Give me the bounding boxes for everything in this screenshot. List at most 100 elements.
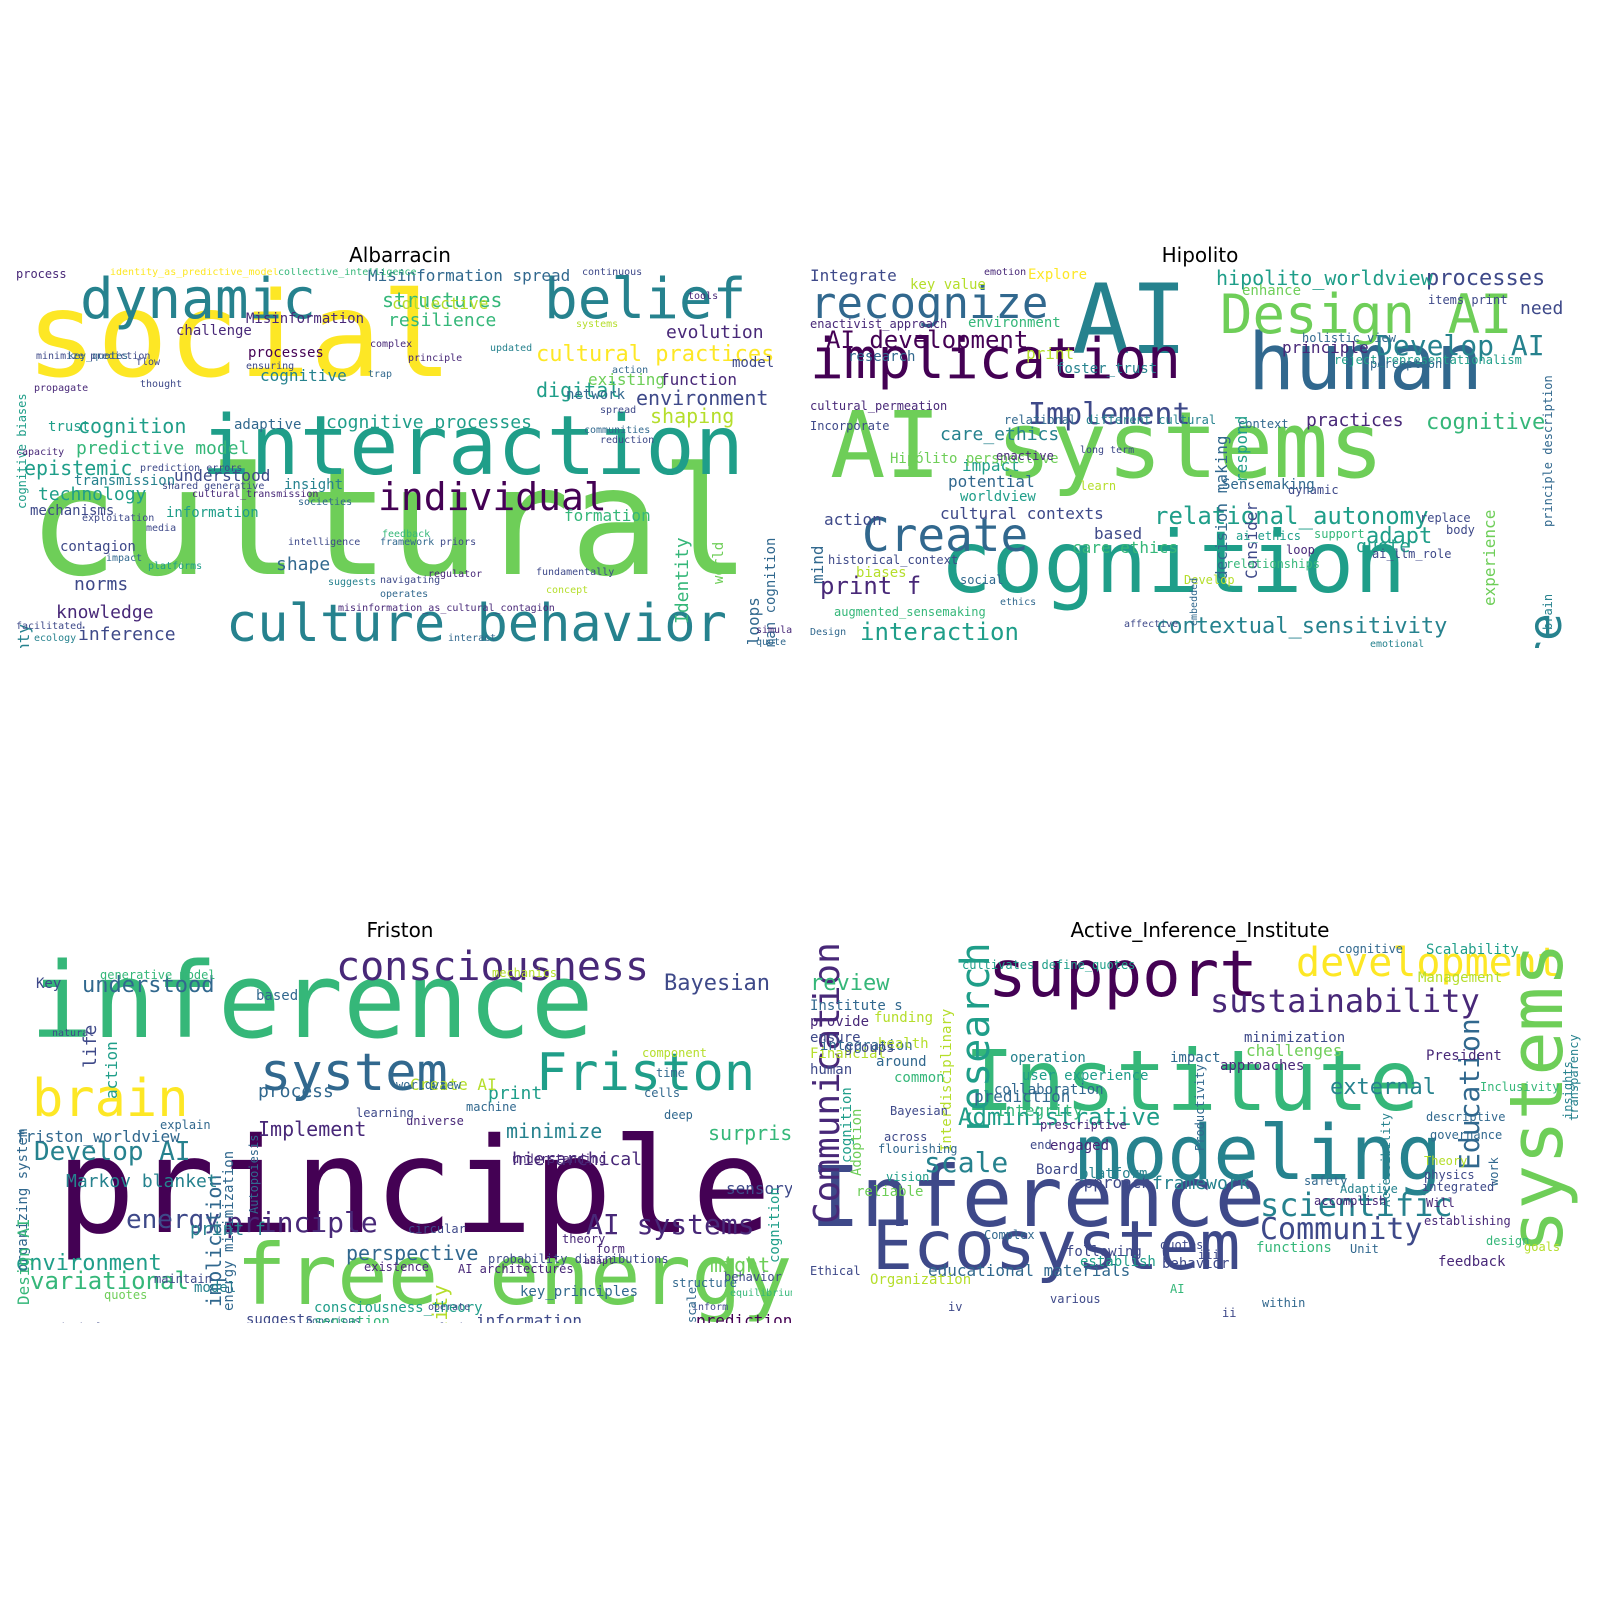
cloud-word: Bayesian — [664, 971, 770, 996]
cloud-word: print f — [820, 572, 922, 600]
cloud-word: existing — [588, 370, 666, 389]
cloud-word: Incorporate — [810, 419, 890, 433]
cloud-word: Organization — [870, 1272, 972, 1288]
cloud-word: navigating — [380, 575, 441, 586]
cloud-word: augmented_sensemaking — [834, 605, 986, 619]
cloud-word: affective — [1124, 619, 1179, 630]
cloud-word: collaboration — [994, 1082, 1104, 1098]
cloud-word: potential — [948, 472, 1035, 491]
cloud-word: trust — [48, 419, 91, 435]
cloud-word: Hipólito perspective — [890, 451, 1059, 467]
cloud-word: quotes — [104, 1288, 148, 1302]
cloud-word: foster_trust — [1056, 361, 1158, 377]
cloud-word: environment — [16, 1251, 162, 1276]
cloud-word: culture behavior — [226, 594, 727, 648]
cloud-word: shaping — [650, 404, 735, 428]
cloud-word: different cultural — [1086, 413, 1217, 427]
cloud-word: Develop AI — [34, 1137, 191, 1167]
cloud-word: functions — [1256, 1240, 1332, 1256]
cloud-word: maintain — [154, 1272, 212, 1286]
cloud-word: ai_llm_role — [1372, 547, 1452, 561]
cloud-word: structure — [672, 1276, 738, 1290]
cloud-word: cultural_transmission — [192, 489, 319, 500]
cloud-word: suggests — [328, 577, 377, 588]
cloud-word: consciousness_theory — [314, 1300, 483, 1316]
cloud-word: challenge — [176, 323, 252, 339]
cloud-word: facilitated — [16, 621, 83, 632]
cloud-word: minimize — [506, 1119, 603, 1143]
cloud-word: dynamic — [80, 268, 317, 332]
cloud-word: form — [596, 1242, 625, 1256]
cloud-word: Adaptive — [1340, 1182, 1398, 1196]
cloud-word: spread — [600, 405, 637, 416]
cloud-word: cognitive — [260, 366, 347, 385]
cloud-word: impact — [106, 553, 143, 564]
cloud-word: adaptive — [234, 417, 302, 433]
cloud-word: suggests — [246, 1312, 314, 1323]
cloud-word: review — [810, 971, 890, 996]
cloud-word: conscious — [306, 1316, 361, 1324]
cloud-word: adapt — [584, 1256, 615, 1267]
cloud-word: contagion — [60, 539, 136, 555]
cloud-word: feedback — [1438, 1254, 1506, 1270]
cloud-word: understanding — [512, 1152, 606, 1166]
cloud-word: cultivates define_quotes — [962, 958, 1136, 972]
cloud-word: challenges — [1246, 1041, 1343, 1060]
cloud-word: information — [166, 505, 259, 521]
cloud-word: AI systems — [830, 392, 1384, 499]
cloud-word: might — [710, 1253, 771, 1277]
cloud-word: body — [1446, 523, 1475, 537]
cloud-word: work — [1487, 1157, 1501, 1186]
cloud-word: context — [1238, 417, 1289, 431]
cloud-word: process — [16, 268, 67, 281]
cloud-word: long term — [1080, 445, 1135, 456]
cloud-word: world — [711, 541, 727, 584]
cloud-word: prediction — [696, 1311, 792, 1324]
cloud-word: mechanisms — [30, 503, 115, 519]
word-cloud: AI systems cognition AI human implication Des… — [810, 268, 1586, 648]
cloud-word: within — [1262, 1296, 1306, 1310]
cloud-word: contextual_sensitivity — [1156, 614, 1448, 639]
cloud-word: quote — [756, 637, 787, 648]
cloud-word: thought — [140, 379, 183, 390]
cloud-word: approaches — [1220, 1058, 1305, 1074]
cloud-word: generative model — [100, 968, 216, 982]
cloud-word: action — [102, 1041, 121, 1099]
cloud-word: predictive model — [76, 438, 250, 459]
cloud-word: interaction — [860, 618, 1019, 646]
cloud-word: feedback — [382, 529, 431, 540]
cloud-word: prediction errors — [140, 463, 243, 474]
cloud-word: inference — [78, 624, 176, 645]
cloud-word: updated — [490, 343, 533, 354]
cloud-word: governance — [1430, 1128, 1503, 1142]
cloud-word: network — [566, 387, 626, 403]
cloud-word: energy — [126, 1205, 220, 1235]
cloud-word: tools — [688, 291, 719, 302]
cloud-word: media — [146, 523, 177, 534]
panel-title: Hipolito — [1161, 243, 1239, 267]
cloud-word: learn — [1080, 479, 1117, 493]
cloud-word: user experience — [1022, 1068, 1149, 1084]
cloud-word: need — [1520, 298, 1564, 319]
cloud-word: print — [488, 1083, 543, 1104]
cloud-word: individual — [378, 475, 607, 519]
cloud-word: Implement — [1028, 397, 1191, 432]
cloud-word: design — [1486, 1234, 1530, 1248]
cloud-word: cultural contexts — [940, 504, 1104, 523]
cloud-word: vision — [886, 1170, 930, 1184]
cloud-word: experience — [1480, 509, 1499, 606]
cloud-word: AI — [1170, 1282, 1185, 1296]
cloud-word: sensation — [314, 1314, 390, 1323]
cloud-word: action — [824, 510, 882, 529]
cloud-word: universe — [406, 1114, 464, 1128]
cloud-word: dynamic — [1288, 483, 1339, 497]
cloud-word: complex — [370, 339, 413, 350]
cloud-word: action — [612, 365, 649, 376]
cloud-word: Ecosystem — [872, 1207, 1241, 1286]
cloud-word: sensory — [726, 1179, 792, 1198]
cloud-word: Scalability — [1426, 943, 1519, 958]
panel-active-inference-institute: Active_Inference_Institute Inference Inst… — [800, 800, 1600, 1600]
cloud-word: descriptive — [1426, 1110, 1506, 1124]
cloud-word: ecology — [34, 633, 77, 644]
cloud-word: explain — [160, 1118, 211, 1132]
